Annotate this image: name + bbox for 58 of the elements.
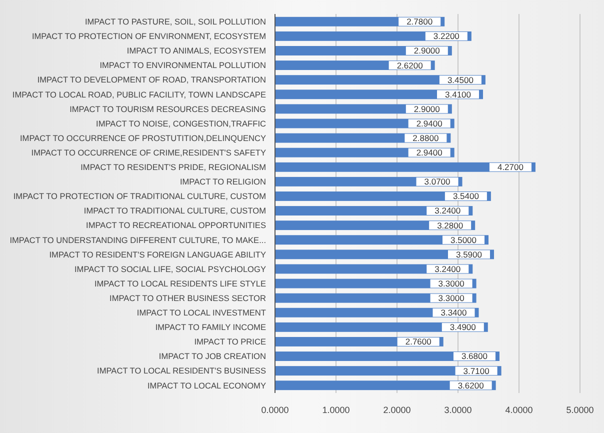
- data-label: 3.6800: [461, 351, 488, 362]
- x-tick-label: 5.0000: [566, 405, 594, 415]
- data-label: 3.2400: [434, 206, 461, 216]
- y-tick-label: IMPACT TO LOCAL RESIDENT'S BUSINESS: [97, 366, 266, 376]
- y-tick-label: IMPACT TO OCCURRENCE OF PROSTUTITION,DELINQUENCY: [20, 132, 266, 143]
- y-tick-label: IMPACT TO UNDERSTANDING DIFFERENT CULTURE, TO MAKE...: [10, 234, 266, 245]
- y-tick-label: IMPACT TO TOURISM RESOURCES DECREASING: [70, 104, 266, 114]
- data-label: 3.4500: [447, 74, 474, 85]
- data-label: 2.9000: [414, 46, 440, 56]
- data-label: 2.7800: [406, 16, 433, 27]
- y-tick-label: IMPACT TO PRICE: [194, 336, 266, 347]
- x-tick-label: 2.0000: [383, 405, 411, 415]
- y-tick-label: IMPACT TO LOCAL RESIDENTS LIFE STYLE: [94, 278, 266, 288]
- y-tick-label: IMPACT TO RELIGION: [180, 176, 266, 187]
- data-label: 2.9000: [414, 104, 440, 114]
- y-tick-label: IMPACT TO LOCAL ECONOMY: [148, 380, 266, 390]
- data-label: 2.8800: [412, 133, 439, 144]
- data-label: 2.9400: [416, 118, 443, 128]
- data-label: 3.3000: [438, 278, 465, 288]
- data-label: 3.2400: [434, 264, 461, 274]
- y-tick-label: IMPACT TO ENVIRONMENTAL POLLUTION: [100, 60, 266, 70]
- data-label: 3.3400: [440, 308, 468, 318]
- data-label: 3.3000: [438, 293, 465, 304]
- data-label: 2.6200: [396, 60, 424, 70]
- data-label: 2.9400: [416, 148, 443, 158]
- y-tick-label: IMPACT TO TRADITIONAL CULTURE, CUSTOM: [84, 206, 266, 216]
- y-tick-label: IMPACT TO LOCAL ROAD, PUBLIC FACILITY, TOWN LANDSCAPE: [12, 89, 266, 100]
- data-label: 3.7100: [463, 366, 490, 376]
- data-label: 3.5900: [456, 249, 482, 260]
- x-tick-label: 0.0000: [261, 405, 289, 415]
- y-tick-label: IMPACT TO PROTECTION OF TRADITIONAL CULTURE, CUSTOM: [13, 191, 266, 202]
- y-tick-label: IMPACT TO JOB CREATION: [158, 351, 266, 362]
- y-tick-label: IMPACT TO LOCAL INVESTMENT: [136, 308, 266, 318]
- x-tick-label: 1.0000: [322, 405, 350, 415]
- data-label: 3.2200: [433, 31, 460, 42]
- y-tick-label: IMPACT TO RECREATIONAL OPPORTUNITIES: [86, 220, 266, 230]
- data-label: 3.6200: [458, 380, 484, 390]
- x-tick-label: 3.0000: [444, 405, 472, 415]
- y-tick-label: IMPACT TO OCCURRENCE OF CRIME,RESIDENT'S SAFETY: [31, 147, 266, 158]
- data-label: 3.4900: [450, 322, 476, 332]
- y-tick-label: IMPACT TO RESIDENT'S PRIDE, REGIONALISM: [80, 162, 266, 172]
- data-label: 3.2800: [437, 220, 464, 230]
- data-label: 2.7600: [405, 336, 432, 347]
- data-label: 3.4100: [445, 89, 472, 100]
- data-label: 4.2700: [497, 162, 524, 172]
- x-tick-label: 4.0000: [505, 405, 533, 415]
- data-label: 3.0700: [424, 176, 451, 187]
- y-tick-label: IMPACT TO ANIMALS, ECOSYSTEM: [126, 46, 266, 56]
- y-tick-label: IMPACT TO OTHER BUSINESS SECTOR: [110, 292, 266, 303]
- data-label: 3.5400: [452, 191, 480, 202]
- y-tick-label: IMPACT TO PROTECTION OF ENVIRONMENT, ECOSYSTEM: [32, 31, 266, 42]
- y-tick-label: IMPACT TO SOCIAL LIFE, SOCIAL PSYCHOLOGY: [74, 264, 266, 274]
- y-tick-label: IMPACT TO DEVELOPMENT OF ROAD, TRANSPORTATION: [37, 74, 266, 85]
- y-tick-label: IMPACT TO PASTURE, SOIL, SOIL POLLUTION: [84, 16, 266, 27]
- data-label: 3.5000: [450, 234, 477, 245]
- y-tick-label: IMPACT TO NOISE, CONGESTION,TRAFFIC: [96, 118, 266, 128]
- y-tick-label: IMPACT TO RESIDENT'S FOREIGN LANGUAGE ABILITY: [49, 249, 266, 260]
- y-tick-label: IMPACT TO FAMILY INCOME: [155, 322, 266, 332]
